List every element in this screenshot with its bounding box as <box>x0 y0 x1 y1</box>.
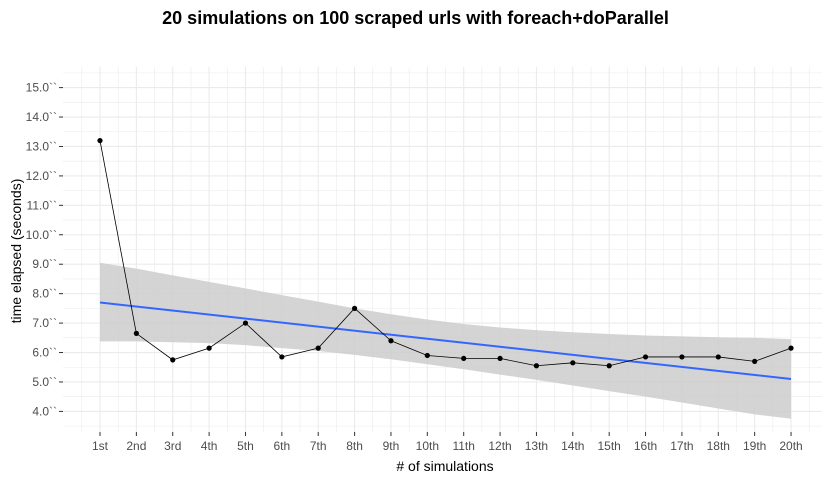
data-point <box>242 320 249 326</box>
data-point <box>279 354 285 360</box>
data-point <box>206 345 212 351</box>
data-point <box>606 363 612 369</box>
x-tick-label: 16th <box>634 439 657 453</box>
data-point <box>170 357 176 363</box>
trend-line <box>99 301 792 381</box>
x-tick-label: 1st <box>92 439 109 453</box>
x-tick-label: 18th <box>707 439 730 453</box>
x-tick-label: 4th <box>201 439 218 453</box>
x-tick-label: 6th <box>274 439 291 453</box>
x-tick-label: 15th <box>598 439 621 453</box>
x-tick-label: 10th <box>416 439 439 453</box>
data-point <box>388 338 394 344</box>
data-point <box>424 352 430 359</box>
x-tick-label: 7th <box>310 439 327 453</box>
y-tick-label: 6.0`` <box>32 346 57 360</box>
data-point <box>533 363 540 369</box>
x-tick-label: 11th <box>452 439 474 453</box>
data-point <box>752 358 758 364</box>
y-tick-label: 9.0`` <box>32 257 57 271</box>
x-tick-label: 8th <box>346 439 363 453</box>
data-points-layer <box>97 137 794 369</box>
data-point <box>133 330 139 336</box>
data-point <box>679 354 685 360</box>
y-axis-title: time elapsed (seconds) <box>8 179 24 324</box>
data-point <box>642 354 649 360</box>
x-tick-label: 20th <box>779 439 802 453</box>
y-tick-label: 4.0`` <box>32 404 57 418</box>
grid-minor <box>63 67 822 432</box>
x-tick-label: 13th <box>525 439 548 453</box>
data-point <box>461 355 467 362</box>
y-axis-ticks: 4.0`` 5.0`` 6.0`` 7.0`` 8.0`` 9.0`` 10.0`` 11.0… <box>26 81 63 418</box>
y-tick-label: 15.0`` <box>26 81 57 95</box>
chart-title: 20 simulations on 100 scraped urls with … <box>162 8 669 28</box>
x-axis-title: # of simulations <box>396 458 493 474</box>
series-line <box>99 140 792 367</box>
x-tick-label: 3rd <box>164 439 181 453</box>
y-tick-label: 13.0`` <box>26 139 57 153</box>
data-point <box>497 355 503 362</box>
x-tick-label: 2nd <box>126 439 146 453</box>
data-point <box>715 354 721 360</box>
trend-line-layer <box>99 301 792 381</box>
y-tick-label: 7.0`` <box>32 316 57 330</box>
y-tick-label: 10.0`` <box>26 228 57 242</box>
data-point <box>315 345 321 351</box>
x-axis-ticks: 1st 2nd 3rd 4th 5th 6th 7th 8th 9th 10th 11th 12th 1… <box>92 432 803 453</box>
x-tick-label: 12th <box>488 439 511 453</box>
y-tick-label: 11.0`` <box>27 198 57 212</box>
x-tick-label: 14th <box>561 439 584 453</box>
y-tick-label: 12.0`` <box>26 169 57 183</box>
y-tick-label: 5.0`` <box>32 375 57 389</box>
data-point <box>97 137 103 144</box>
data-point <box>788 345 794 351</box>
data-point <box>351 305 358 311</box>
data-point <box>570 360 576 366</box>
x-tick-label: 17th <box>670 439 693 453</box>
series-line-layer <box>99 140 792 367</box>
x-tick-label: 19th <box>743 439 766 453</box>
y-tick-label: 8.0`` <box>32 287 57 301</box>
x-tick-label: 5th <box>237 439 254 453</box>
y-tick-label: 14.0`` <box>26 110 57 124</box>
x-tick-label: 9th <box>383 439 400 453</box>
